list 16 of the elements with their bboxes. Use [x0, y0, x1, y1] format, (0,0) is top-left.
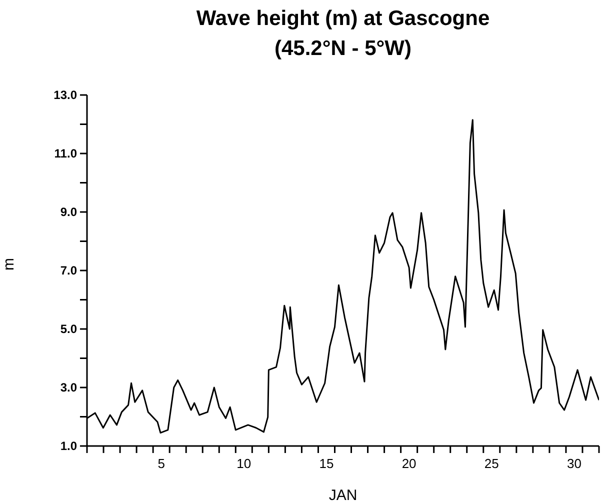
y-tick-label: 13.0	[54, 88, 78, 102]
y-tick-label: 9.0	[60, 205, 78, 219]
x-tick-label: 15	[319, 456, 334, 471]
x-tick-label: 20	[402, 456, 416, 471]
x-tick-label: 5	[158, 456, 165, 471]
x-tick-label: 25	[484, 456, 499, 471]
x-axis-title: JAN	[328, 487, 358, 502]
y-axis-title: m	[0, 258, 18, 270]
y-tick-label: 7.0	[60, 264, 78, 278]
y-tick-label: 5.0	[60, 322, 78, 336]
y-tick-label: 3.0	[60, 380, 78, 394]
x-tick-label: 10	[236, 456, 252, 471]
y-tick-label: 1.0	[60, 439, 78, 453]
chart-title: Wave height (m) at Gascogne (45.2°N - 5°W)	[195, 6, 491, 62]
y-tick-label: 11.0	[54, 146, 78, 160]
x-tick-label: 30	[566, 456, 582, 471]
